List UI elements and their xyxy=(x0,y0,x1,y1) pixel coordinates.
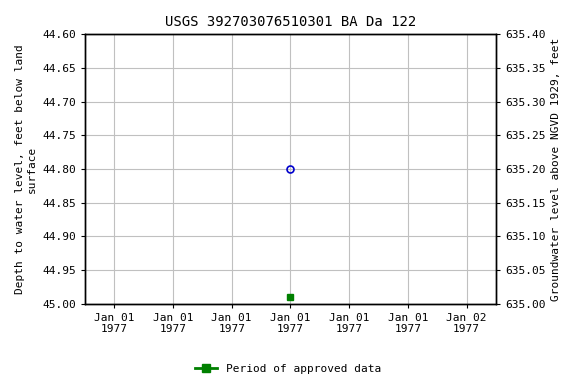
Title: USGS 392703076510301 BA Da 122: USGS 392703076510301 BA Da 122 xyxy=(165,15,416,29)
Y-axis label: Groundwater level above NGVD 1929, feet: Groundwater level above NGVD 1929, feet xyxy=(551,38,561,301)
Y-axis label: Depth to water level, feet below land
surface: Depth to water level, feet below land su… xyxy=(15,44,37,294)
Legend: Period of approved data: Period of approved data xyxy=(191,359,385,379)
